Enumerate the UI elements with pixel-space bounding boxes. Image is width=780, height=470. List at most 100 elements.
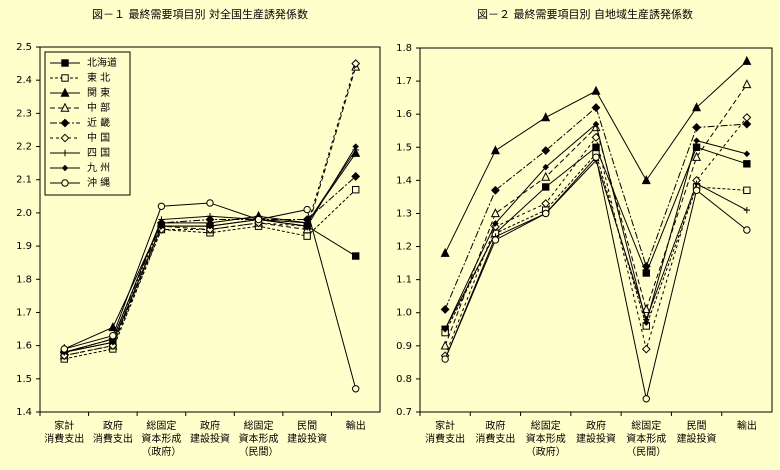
y-tick-label: 1.9 xyxy=(16,241,32,252)
y-tick-label: 1.8 xyxy=(396,43,412,54)
marker xyxy=(352,385,360,393)
marker xyxy=(542,209,550,218)
marker xyxy=(492,220,499,227)
marker xyxy=(591,132,601,142)
y-tick-label: 1.4 xyxy=(16,407,32,418)
marker xyxy=(542,163,549,171)
legend-marker xyxy=(61,149,69,157)
marker xyxy=(742,55,752,65)
y-tick-label: 2.0 xyxy=(16,208,32,219)
marker xyxy=(351,172,361,181)
marker xyxy=(742,119,752,129)
x-tick-label: 総固定資本形成（民間） xyxy=(626,419,666,458)
marker xyxy=(692,186,701,194)
marker xyxy=(541,199,551,208)
marker xyxy=(592,120,600,128)
marker xyxy=(643,319,650,326)
marker xyxy=(491,222,500,232)
marker xyxy=(254,215,263,224)
marker xyxy=(490,145,500,155)
marker xyxy=(692,151,702,161)
marker xyxy=(742,113,752,122)
marker xyxy=(592,153,600,161)
marker xyxy=(352,143,359,150)
legend-marker xyxy=(60,133,70,143)
y-tick-label: 1.2 xyxy=(396,242,412,253)
marker xyxy=(60,345,68,353)
legend-marker xyxy=(61,59,69,67)
marker xyxy=(641,175,651,185)
legend-label: 四 国 xyxy=(87,147,110,159)
legend-marker xyxy=(60,118,70,128)
plot-frame xyxy=(419,47,773,413)
marker xyxy=(541,146,551,155)
x-tick-label: 家計消費支出 xyxy=(425,419,465,445)
chart-title: 図－２ 最終需要項目別 自地域生産誘発係数 xyxy=(477,7,693,21)
legend-label: 沖 縄 xyxy=(87,176,110,189)
plot-frame xyxy=(39,46,381,413)
y-tick-label: 2.1 xyxy=(16,175,32,186)
x-tick-label: 輸出 xyxy=(737,419,757,432)
series-line xyxy=(444,159,748,360)
y-tick-label: 1.3 xyxy=(396,208,412,219)
legend-marker xyxy=(60,102,70,112)
marker xyxy=(641,261,651,271)
marker xyxy=(59,351,69,360)
y-tick-label: 1.5 xyxy=(396,142,412,153)
x-tick-label: 民間建設投資 xyxy=(677,420,717,445)
marker xyxy=(440,340,450,350)
marker xyxy=(692,102,702,112)
marker xyxy=(157,202,166,210)
x-tick-label: 総固定資本形成（政府） xyxy=(141,419,181,458)
y-tick-label: 0.8 xyxy=(396,374,412,385)
marker xyxy=(206,199,214,207)
marker xyxy=(206,222,214,230)
marker xyxy=(692,123,701,132)
x-tick-label: 家計消費支出 xyxy=(44,419,84,445)
chart-title: 図－１ 最終需要項目別 対全国生産誘発係数 xyxy=(92,7,308,21)
x-tick-label: 総固定資本形成（民間） xyxy=(239,419,279,458)
marker xyxy=(641,304,651,314)
marker xyxy=(441,326,449,333)
y-tick-label: 1.4 xyxy=(396,175,412,186)
legend-label: 東 北 xyxy=(87,71,110,84)
marker xyxy=(109,339,117,346)
marker xyxy=(743,206,751,214)
y-tick-label: 2.5 xyxy=(16,42,32,53)
x-tick-label: 総固定資本形成（政府） xyxy=(526,419,566,458)
marker xyxy=(303,205,311,214)
legend-label: 近 畿 xyxy=(87,116,110,129)
y-tick-label: 0.7 xyxy=(396,407,412,418)
y-tick-label: 2.4 xyxy=(16,75,32,86)
marker xyxy=(158,216,165,223)
x-tick-label: 政府消費支出 xyxy=(475,419,515,445)
marker xyxy=(441,355,449,363)
y-tick-label: 1.1 xyxy=(396,275,412,286)
marker xyxy=(541,171,551,181)
marker xyxy=(490,208,500,218)
marker xyxy=(440,305,450,314)
legend-label: 九 州 xyxy=(87,162,110,174)
y-tick-label: 1.6 xyxy=(16,341,32,352)
series-line xyxy=(444,156,748,399)
marker xyxy=(303,222,311,230)
legend-marker xyxy=(60,87,70,97)
legend-marker xyxy=(61,179,69,187)
y-tick-label: 1.7 xyxy=(16,307,32,318)
legend-label: 中 国 xyxy=(87,131,110,144)
y-tick-label: 1.6 xyxy=(396,109,412,120)
marker xyxy=(591,85,601,95)
y-tick-label: 1.5 xyxy=(16,374,32,385)
y-tick-label: 0.9 xyxy=(396,341,412,352)
marker xyxy=(743,160,751,168)
x-tick-label: 政府消費支出 xyxy=(93,419,133,445)
marker xyxy=(440,247,450,257)
series-line xyxy=(444,152,747,333)
x-tick-label: 政府建設投資 xyxy=(576,419,616,445)
marker xyxy=(641,344,651,354)
marker xyxy=(742,79,752,89)
marker xyxy=(693,180,700,187)
marker xyxy=(352,252,360,260)
y-tick-label: 2.2 xyxy=(16,142,32,153)
